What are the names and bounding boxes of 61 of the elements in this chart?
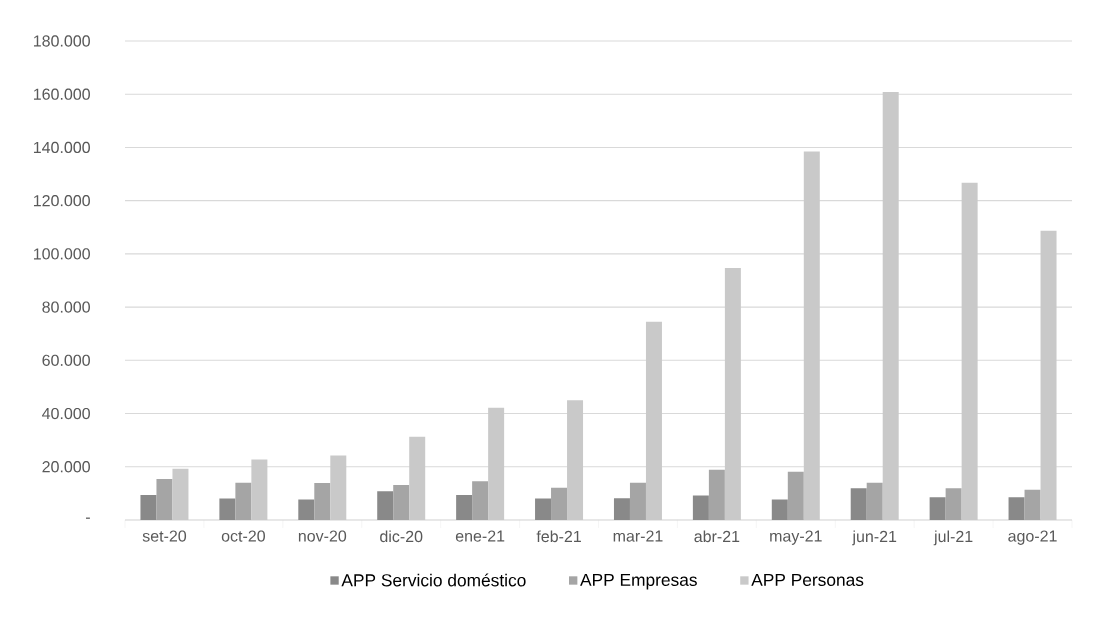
bar — [314, 483, 331, 520]
x-tick-label: nov-20 — [298, 530, 347, 542]
bar — [409, 436, 426, 520]
x-tick-label: jul-21 — [933, 530, 973, 546]
x-tick-label: ene-21 — [455, 530, 505, 542]
bar — [771, 499, 788, 520]
legend-label: APP Servicio doméstico — [341, 573, 526, 587]
bar — [456, 494, 473, 520]
y-tick-label: 140.000 — [33, 141, 90, 154]
bar — [235, 482, 252, 520]
bar — [140, 494, 157, 520]
x-tick-label: ago-21 — [1008, 530, 1057, 545]
bar — [172, 468, 189, 520]
bar — [298, 499, 315, 520]
bar — [535, 498, 552, 520]
bar — [803, 151, 820, 520]
y-tick-label: 20.000 — [42, 461, 90, 473]
bar — [251, 459, 268, 520]
y-tick-label: 40.000 — [42, 407, 90, 420]
bar — [929, 497, 946, 520]
x-tick-label: may-21 — [770, 530, 822, 545]
bar — [787, 471, 804, 520]
bar — [330, 455, 347, 520]
x-tick-label: feb-21 — [536, 530, 581, 543]
bar — [613, 498, 630, 520]
x-tick-label: jun-21 — [852, 530, 897, 546]
bar — [156, 479, 173, 520]
bar — [1040, 230, 1057, 520]
bar — [567, 400, 584, 520]
y-tick-label: 80.000 — [42, 301, 90, 313]
bar — [724, 267, 741, 520]
bar — [708, 469, 725, 520]
bar — [945, 488, 962, 520]
y-tick-label: - — [85, 517, 90, 519]
x-tick-label: mar-21 — [613, 530, 663, 542]
bar — [377, 491, 394, 520]
x-tick-label: oct-20 — [221, 530, 265, 542]
bar — [629, 482, 646, 520]
x-tick-label: abr-21 — [694, 530, 740, 543]
bar — [961, 182, 978, 520]
y-tick-label: 60.000 — [42, 354, 90, 366]
bar — [551, 487, 568, 520]
bar — [1008, 497, 1025, 520]
x-tick-label: set-20 — [142, 530, 187, 542]
y-tick-label: 160.000 — [33, 88, 90, 100]
y-tick-label: 180.000 — [33, 35, 90, 47]
bar — [882, 92, 899, 520]
bar — [393, 485, 410, 520]
legend-label: APP Empresas — [580, 573, 697, 590]
y-tick-label: 100.000 — [33, 248, 90, 260]
bar — [1024, 489, 1041, 520]
legend-label: APP Personas — [751, 573, 864, 586]
bar — [645, 321, 662, 520]
bar — [850, 488, 867, 520]
bar — [488, 407, 505, 520]
bar — [866, 482, 883, 520]
bar — [472, 481, 489, 520]
bar — [219, 498, 236, 520]
x-tick-label: dic-20 — [380, 530, 423, 543]
y-tick-label: 120.000 — [33, 195, 90, 207]
bar — [692, 495, 709, 520]
